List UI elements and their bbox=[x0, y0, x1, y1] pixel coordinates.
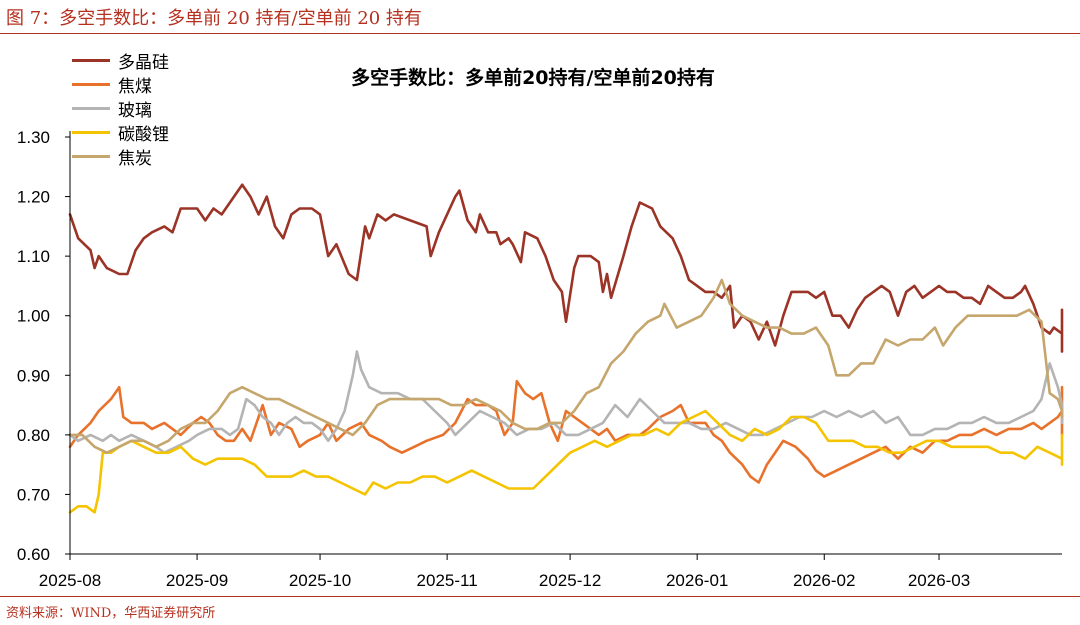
legend-swatch bbox=[72, 130, 110, 134]
y-tick-label: 1.10 bbox=[17, 247, 50, 266]
legend: 多晶硅焦煤玻璃碳酸锂焦炭 bbox=[72, 48, 169, 169]
axes: 0.60 0.70 0.80 0.90 1.00 1.10 1.20 1.30 2025-08 2… bbox=[17, 128, 1062, 590]
legend-label: 焦煤 bbox=[118, 76, 152, 97]
y-tick-label: 0.60 bbox=[17, 545, 50, 564]
x-tick-label: 2025-10 bbox=[289, 571, 351, 590]
y-tick-label: 0.80 bbox=[17, 426, 50, 445]
legend-label: 玻璃 bbox=[118, 100, 152, 121]
series-line-3 bbox=[68, 409, 1064, 514]
series-line-1 bbox=[68, 379, 1064, 484]
legend-item: 焦炭 bbox=[72, 144, 169, 169]
plot-lines bbox=[68, 183, 1064, 514]
series-line-4 bbox=[68, 278, 1064, 455]
source-note: 资料来源：WIND，华西证券研究所 bbox=[6, 606, 216, 621]
legend-swatch bbox=[72, 106, 110, 110]
legend-label: 多晶硅 bbox=[118, 52, 169, 73]
legend-swatch bbox=[72, 154, 110, 158]
x-tick-label: 2026-02 bbox=[793, 571, 855, 590]
figure-caption: 图 7：多空手数比：多单前 20 持有/空单前 20 持有 bbox=[6, 8, 422, 29]
y-tick-label: 1.20 bbox=[17, 188, 50, 207]
y-tick-label: 1.00 bbox=[17, 307, 50, 326]
chart-title: 多空手数比：多单前20持有/空单前20持有 bbox=[351, 66, 715, 89]
legend-item: 焦煤 bbox=[72, 72, 169, 97]
y-tick-label: 0.90 bbox=[17, 366, 50, 385]
x-tick-label: 2025-09 bbox=[166, 571, 228, 590]
legend-label: 焦炭 bbox=[118, 148, 152, 169]
x-tick-label: 2025-11 bbox=[417, 571, 478, 590]
legend-item: 碳酸锂 bbox=[72, 120, 169, 145]
source-rule bbox=[0, 596, 1080, 597]
y-tick-label: 0.70 bbox=[17, 485, 50, 504]
series-line-0 bbox=[68, 183, 1064, 353]
legend-item: 多晶硅 bbox=[72, 48, 169, 73]
legend-item: 玻璃 bbox=[72, 96, 169, 121]
legend-swatch bbox=[72, 82, 110, 86]
legend-label: 碳酸锂 bbox=[118, 124, 169, 145]
x-tick-label: 2026-01 bbox=[666, 571, 728, 590]
x-tick-label: 2026-03 bbox=[908, 571, 970, 590]
legend-swatch bbox=[72, 58, 110, 62]
y-tick-label: 1.30 bbox=[17, 128, 50, 147]
series-line-2 bbox=[68, 350, 1064, 455]
x-tick-label: 2025-08 bbox=[39, 571, 101, 590]
caption-rule bbox=[0, 33, 1080, 34]
x-tick-label: 2025-12 bbox=[539, 571, 601, 590]
